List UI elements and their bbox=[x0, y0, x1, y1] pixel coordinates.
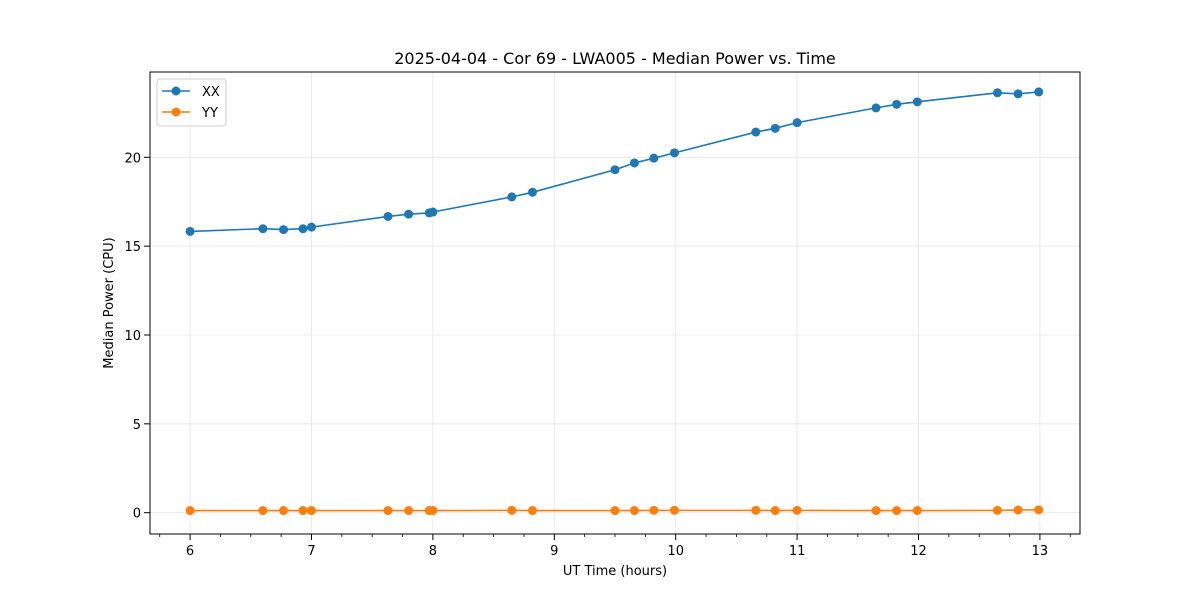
data-point-yy bbox=[279, 506, 289, 516]
x-tick-label: 12 bbox=[910, 544, 927, 559]
data-point-yy bbox=[770, 506, 780, 516]
data-point-yy bbox=[298, 506, 308, 516]
data-point-xx bbox=[770, 123, 780, 133]
data-point-xx bbox=[649, 153, 659, 163]
data-point-xx bbox=[992, 88, 1002, 98]
data-point-xx bbox=[279, 225, 289, 235]
data-point-xx bbox=[792, 118, 802, 128]
data-point-xx bbox=[383, 211, 393, 221]
y-tick-label: 15 bbox=[124, 240, 141, 255]
chart-title: 2025-04-04 - Cor 69 - LWA005 - Median Po… bbox=[394, 49, 836, 68]
y-tick-label: 5 bbox=[133, 418, 141, 433]
data-point-yy bbox=[871, 506, 881, 516]
data-point-xx bbox=[610, 165, 620, 175]
data-point-xx bbox=[871, 103, 881, 113]
x-tick-label: 11 bbox=[789, 544, 806, 559]
data-point-yy bbox=[610, 506, 620, 516]
data-point-yy bbox=[527, 506, 537, 516]
data-point-xx bbox=[185, 226, 195, 236]
data-point-yy bbox=[306, 506, 316, 516]
y-tick-label: 10 bbox=[124, 329, 141, 344]
y-tick-label: 20 bbox=[124, 151, 141, 166]
data-point-xx bbox=[306, 222, 316, 232]
data-point-xx bbox=[1034, 87, 1044, 97]
data-point-yy bbox=[992, 505, 1002, 515]
data-point-yy bbox=[185, 506, 195, 516]
y-axis-label: Median Power (CPU) bbox=[102, 237, 117, 368]
x-tick-label: 7 bbox=[307, 544, 315, 559]
data-point-yy bbox=[751, 505, 761, 515]
legend-label-yy: YY bbox=[201, 106, 218, 121]
x-axis-label: UT Time (hours) bbox=[563, 564, 667, 579]
series-layer bbox=[185, 87, 1044, 516]
data-point-yy bbox=[258, 506, 268, 516]
data-point-yy bbox=[404, 506, 414, 516]
legend-marker-xx bbox=[171, 86, 181, 96]
x-tick-label: 10 bbox=[667, 544, 684, 559]
data-point-yy bbox=[912, 506, 922, 516]
data-point-xx bbox=[527, 187, 537, 197]
data-point-yy bbox=[1034, 505, 1044, 515]
data-point-xx bbox=[404, 209, 414, 219]
data-point-xx bbox=[912, 97, 922, 107]
legend-marker-yy bbox=[171, 107, 181, 117]
data-point-yy bbox=[383, 506, 393, 516]
data-point-yy bbox=[792, 505, 802, 515]
y-tick-label: 0 bbox=[133, 507, 141, 522]
data-point-xx bbox=[507, 192, 517, 202]
data-point-xx bbox=[1013, 89, 1023, 99]
x-tick-label: 8 bbox=[429, 544, 437, 559]
x-tick-label: 13 bbox=[1032, 544, 1049, 559]
x-tick-label: 9 bbox=[550, 544, 558, 559]
data-point-xx bbox=[629, 158, 639, 168]
data-point-xx bbox=[751, 127, 761, 137]
data-point-yy bbox=[507, 505, 517, 515]
data-point-yy bbox=[428, 506, 438, 516]
data-point-yy bbox=[1013, 505, 1023, 515]
data-point-xx bbox=[892, 99, 902, 109]
data-point-yy bbox=[892, 506, 902, 516]
y-axis-ticks: 0 5 10 15 20 bbox=[124, 151, 150, 522]
data-point-xx bbox=[669, 148, 679, 158]
x-tick-label: 6 bbox=[186, 544, 194, 559]
data-point-xx bbox=[258, 224, 268, 234]
data-point-xx bbox=[298, 224, 308, 234]
x-axis-ticks: 6 7 8 9 10 11 12 13 bbox=[159, 534, 1071, 559]
data-point-yy bbox=[629, 506, 639, 516]
data-point-yy bbox=[669, 505, 679, 515]
data-point-yy bbox=[649, 505, 659, 515]
data-point-xx bbox=[428, 207, 438, 217]
legend-label-xx: XX bbox=[202, 85, 220, 100]
legend: XX YY bbox=[156, 78, 227, 127]
plot-area bbox=[150, 72, 1080, 534]
